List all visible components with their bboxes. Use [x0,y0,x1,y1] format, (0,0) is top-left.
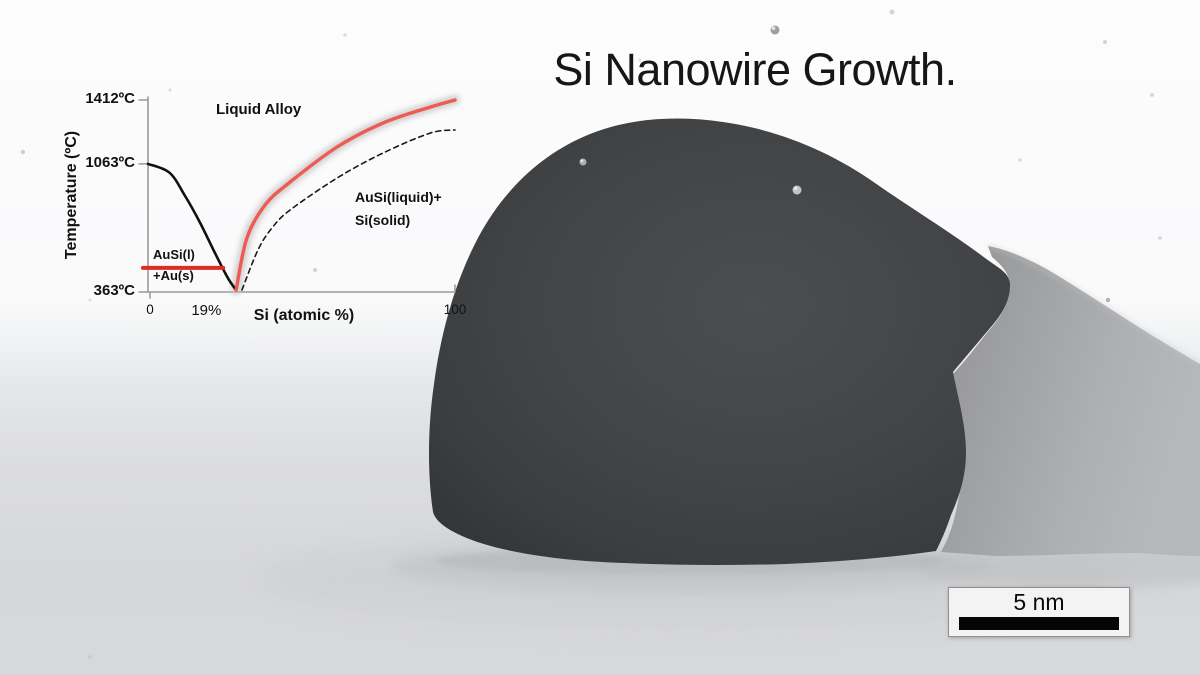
dust-particle-highlight [771,26,776,31]
dashed-liquidus-curve [241,129,456,291]
page-title: Si Nanowire Growth. [553,44,957,95]
nanowire-shape [941,246,1200,556]
dust-particle [1103,40,1107,44]
scale-bar: 5 nm [948,587,1130,637]
dust-particle [1018,158,1022,162]
dust-particle [792,185,802,195]
dust-particle [168,88,172,92]
phase-diagram-curves [138,95,460,299]
dust-particle [88,655,92,659]
au-liquidus-curve [146,162,238,292]
dust-particle [638,58,642,62]
scale-bar-label: 5 nm [1013,589,1065,615]
axis-ticks [138,99,456,299]
si-liquidus-curve [234,98,457,292]
dust-particle [1158,236,1162,240]
dust-particle-highlight [580,159,584,163]
scale-bar-rule [959,617,1119,630]
dust-particle [1150,93,1154,97]
nanowire-top-highlight [987,244,1200,366]
dust-particle [1105,297,1111,303]
dust-particle-highlight [793,186,798,191]
dust-particles [21,9,1162,659]
dust-particle [579,158,587,166]
dust-particle [88,298,92,302]
droplet-shape [429,118,1011,566]
dust-particle [313,268,317,272]
dust-particle [21,150,25,154]
dust-particle [889,9,895,15]
dust-particle [343,33,347,37]
dust-particle [770,25,780,35]
liquidus-glow [231,95,460,295]
